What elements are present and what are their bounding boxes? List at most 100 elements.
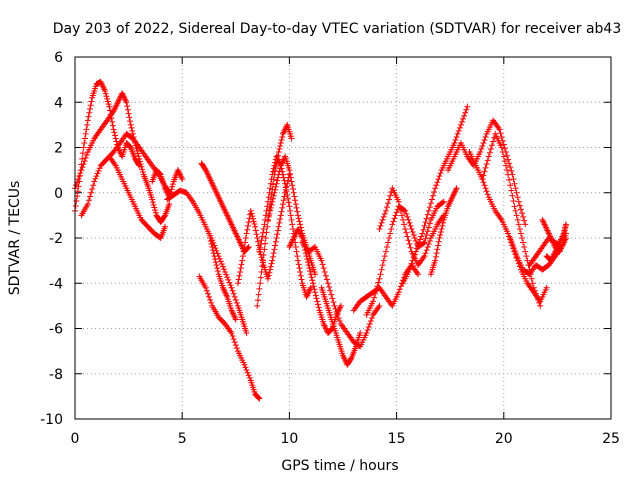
data-point	[522, 221, 529, 228]
data-point	[412, 248, 419, 255]
data-point	[288, 135, 295, 142]
series-track-3	[78, 130, 173, 219]
data-point	[408, 225, 415, 232]
data-point	[204, 290, 211, 297]
data-point	[461, 112, 468, 119]
data-point	[243, 366, 250, 373]
data-point	[137, 161, 144, 168]
data-point	[125, 110, 132, 117]
data-point	[483, 161, 490, 168]
data-point	[84, 117, 91, 124]
data-point	[287, 212, 294, 219]
data-point	[270, 165, 277, 172]
data-point	[437, 228, 444, 235]
data-point	[104, 98, 111, 105]
data-point	[106, 103, 113, 110]
data-point	[403, 210, 410, 217]
axis-ticks: -10 -8 -6 -4 -2 0 2 4 6 0 5 10 15 20 25	[40, 50, 620, 447]
data-point	[259, 229, 266, 236]
data-point	[357, 330, 364, 337]
data-point	[483, 188, 490, 195]
series-track-9	[207, 235, 239, 323]
data-point	[366, 320, 373, 327]
data-point	[312, 292, 319, 299]
data-point	[266, 269, 273, 276]
data-point	[167, 188, 174, 195]
data-point	[250, 218, 257, 225]
data-point	[477, 149, 484, 156]
data-point	[239, 257, 246, 264]
data-point	[333, 308, 340, 315]
data-point	[437, 170, 444, 177]
data-point	[129, 127, 136, 134]
data-point	[504, 152, 511, 159]
data-point	[96, 165, 103, 172]
data-point	[78, 167, 85, 174]
data-point	[83, 126, 90, 133]
data-point	[256, 248, 263, 255]
data-point	[319, 261, 326, 268]
data-point	[389, 221, 396, 228]
data-point	[74, 188, 81, 195]
data-point	[105, 101, 112, 108]
data-point	[562, 221, 569, 228]
data-point	[390, 218, 397, 225]
data-point	[374, 283, 381, 290]
data-point	[385, 200, 392, 207]
data-point	[400, 216, 407, 223]
data-point	[267, 266, 274, 273]
data-point	[482, 164, 489, 171]
data-point	[396, 286, 403, 293]
series-track-18	[363, 198, 447, 318]
data-point	[426, 238, 433, 245]
data-point	[496, 126, 503, 133]
data-point	[179, 176, 186, 183]
data-point	[267, 207, 274, 214]
data-point	[81, 158, 88, 165]
data-point	[481, 182, 488, 189]
data-point	[237, 265, 244, 272]
data-point	[88, 189, 95, 196]
data-point	[268, 260, 275, 267]
data-point	[512, 207, 519, 214]
data-point	[398, 212, 405, 219]
data-point	[385, 239, 392, 246]
data-point	[82, 135, 89, 142]
data-point	[335, 314, 342, 321]
data-point	[310, 283, 317, 290]
data-point	[289, 185, 296, 192]
data-point	[294, 208, 301, 215]
data-point	[264, 216, 271, 223]
data-point	[433, 182, 440, 189]
data-point	[329, 295, 336, 302]
data-point	[257, 244, 264, 251]
data-point	[334, 311, 341, 318]
data-point	[289, 182, 296, 189]
data-point	[278, 208, 285, 215]
data-point	[233, 299, 240, 306]
data-point	[244, 226, 251, 233]
data-point	[407, 222, 414, 229]
data-point	[479, 176, 486, 183]
data-point	[245, 219, 252, 226]
data-point	[237, 268, 244, 275]
data-point	[511, 180, 518, 187]
data-point	[423, 215, 430, 222]
data-point	[280, 174, 287, 181]
data-point	[438, 225, 445, 232]
data-point	[83, 152, 90, 159]
data-point	[482, 185, 489, 192]
data-point	[73, 182, 80, 189]
data-point	[265, 272, 272, 279]
data-point	[209, 247, 216, 254]
data-point	[256, 285, 263, 292]
data-point	[311, 286, 318, 293]
data-point	[306, 265, 313, 272]
data-point	[242, 239, 249, 246]
data-point	[224, 274, 231, 281]
data-point	[244, 369, 251, 376]
data-point	[543, 284, 550, 291]
data-point	[392, 212, 399, 219]
data-point	[514, 194, 521, 201]
data-point	[274, 177, 281, 184]
